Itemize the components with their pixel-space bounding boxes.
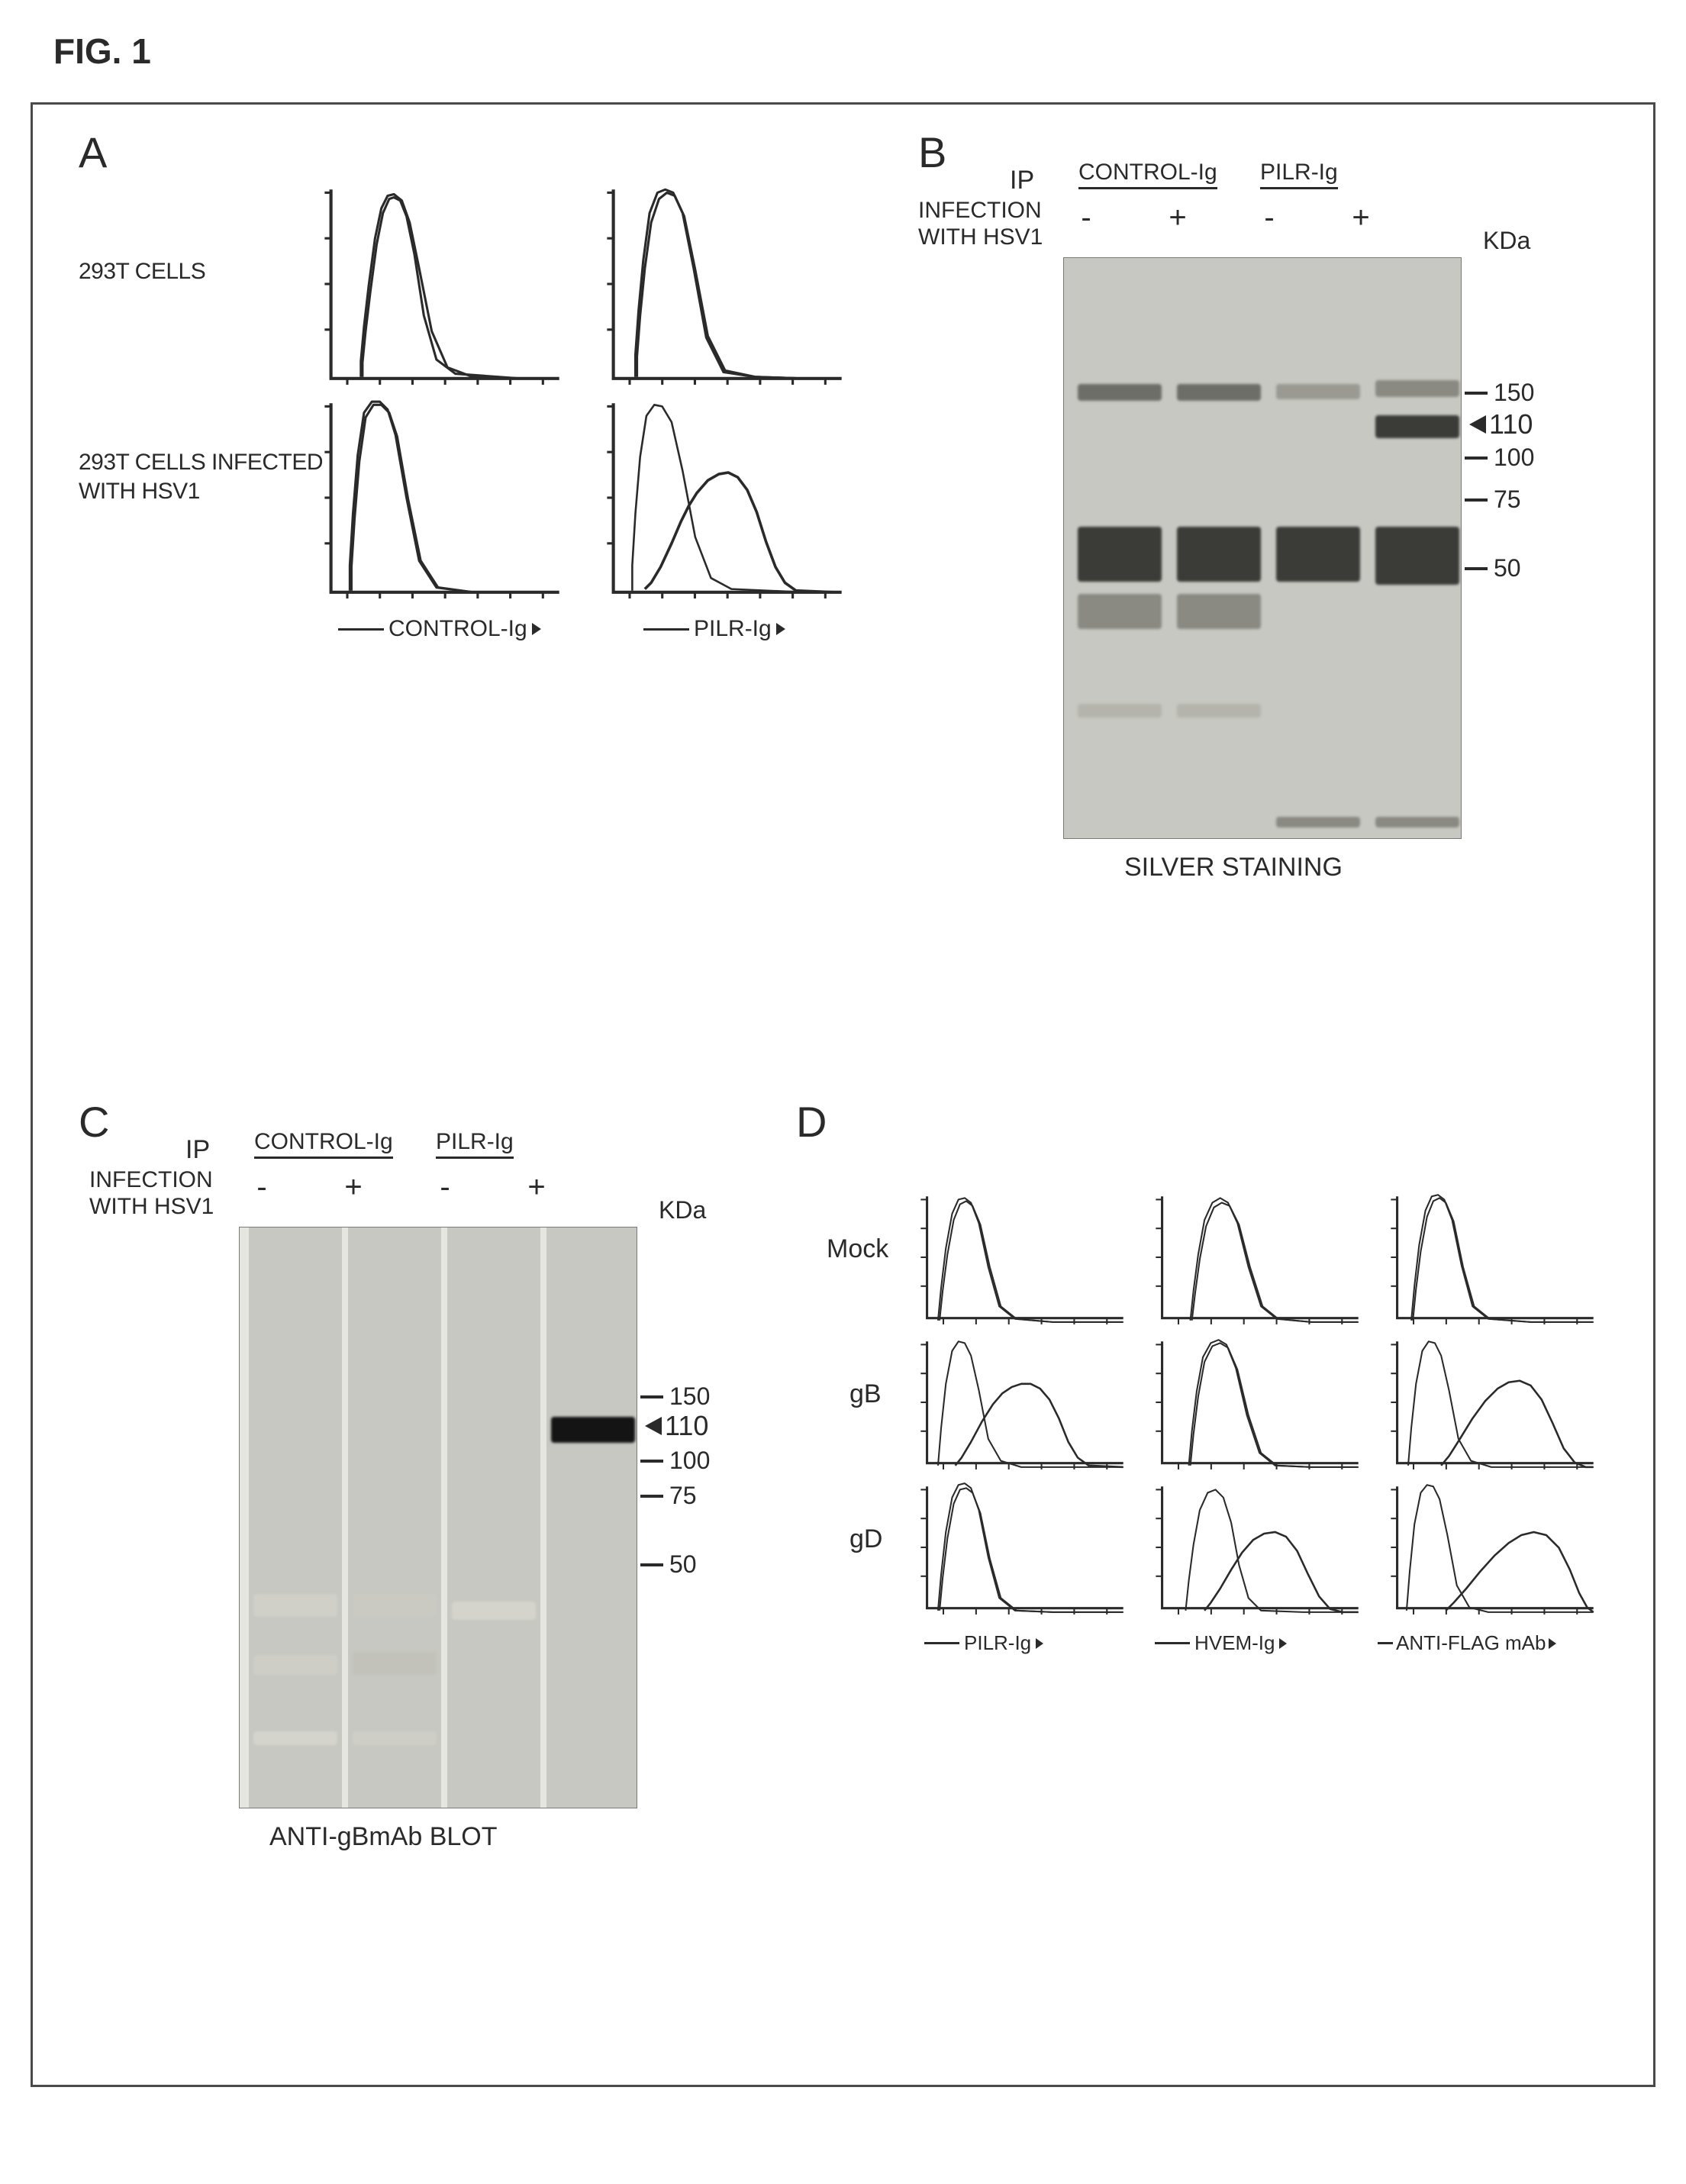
lane-sign: + xyxy=(1346,201,1376,235)
gel-band xyxy=(1177,594,1261,629)
facs-histogram xyxy=(911,1334,1132,1471)
panel-a-axis-control: CONTROL-Ig xyxy=(338,616,541,642)
gel-lane xyxy=(1172,258,1265,838)
panel-b-caption: SILVER STAINING xyxy=(1124,853,1343,882)
gel-band xyxy=(253,1594,337,1617)
kda-mark: 150 xyxy=(1465,379,1534,407)
kda-mark: 100 xyxy=(1465,444,1534,472)
gel-band xyxy=(353,1652,437,1675)
gel-band xyxy=(1375,817,1459,827)
gel-band xyxy=(253,1731,337,1745)
kda-mark: 100 xyxy=(640,1447,710,1475)
gel-band xyxy=(1375,415,1459,438)
panel-c-infection-label: INFECTION WITH HSV1 xyxy=(89,1167,214,1220)
panel-a-row2-label: 293T CELLS INFECTED WITH HSV1 xyxy=(79,448,323,505)
gel-band xyxy=(1375,380,1459,397)
gel-lane xyxy=(1073,258,1166,838)
panel-d-axis-flag: ANTI-FLAG mAb xyxy=(1378,1631,1556,1655)
panel-d-axis-pilr: PILR-Ig xyxy=(924,1631,1043,1655)
gel-band xyxy=(1177,704,1261,718)
panel-c-caption: ANTI-gBmAb BLOT xyxy=(269,1822,498,1852)
facs-histogram xyxy=(911,1189,1132,1326)
panel-c-gel xyxy=(239,1227,637,1808)
panel-b-kda-title: KDa xyxy=(1483,227,1530,255)
lane-sign: + xyxy=(521,1170,552,1205)
gel-band xyxy=(1078,527,1162,582)
lane-sign: - xyxy=(1254,201,1285,235)
figure-frame: A 293T CELLS 293T CELLS INFECTED WITH HS… xyxy=(31,102,1655,2087)
facs-histogram xyxy=(1381,1479,1602,1616)
gel-band xyxy=(353,1731,437,1745)
panel-b-gel xyxy=(1063,257,1462,839)
gel-band xyxy=(1276,527,1360,582)
panel-a-axis-pilr: PILR-Ig xyxy=(643,616,785,642)
panel-a-row1-label: 293T CELLS xyxy=(79,257,205,286)
gel-band xyxy=(1078,384,1162,401)
gel-band xyxy=(1375,527,1459,585)
gel-lane xyxy=(249,1227,342,1808)
panel-c-letter: C xyxy=(79,1097,109,1147)
panel-b-arrow-110: 110 xyxy=(1466,408,1533,440)
gel-band xyxy=(1078,704,1162,718)
gel-lane xyxy=(348,1227,441,1808)
figure-title: FIG. 1 xyxy=(53,31,1655,72)
gel-band xyxy=(1177,384,1261,401)
gel-lane xyxy=(1272,258,1365,838)
facs-histogram xyxy=(598,181,849,387)
gel-band xyxy=(253,1655,337,1675)
kda-mark: 75 xyxy=(640,1482,697,1510)
lane-sign: - xyxy=(247,1170,277,1205)
panel-c-group-pilr: PILR-Ig xyxy=(436,1129,514,1159)
facs-histogram xyxy=(315,395,567,601)
panel-d-axis-hvem: HVEM-Ig xyxy=(1155,1631,1287,1655)
panel-b-group-control: CONTROL-Ig xyxy=(1078,160,1217,189)
facs-histogram xyxy=(1146,1334,1367,1471)
gel-band xyxy=(1276,817,1360,827)
panel-b-group-pilr: PILR-Ig xyxy=(1260,160,1338,189)
panel-c-group-control: CONTROL-Ig xyxy=(254,1129,393,1159)
panel-b-infection-label: INFECTION WITH HSV1 xyxy=(918,198,1043,250)
gel-lane xyxy=(546,1227,637,1808)
gel-band xyxy=(1078,594,1162,629)
facs-histogram xyxy=(1381,1334,1602,1471)
gel-band xyxy=(353,1594,437,1617)
facs-histogram xyxy=(315,181,567,387)
kda-mark: 75 xyxy=(1465,486,1521,514)
gel-band xyxy=(1177,527,1261,582)
panel-d-row-gd: gD xyxy=(849,1524,882,1554)
gel-band xyxy=(452,1602,536,1620)
panel-c-kda-title: KDa xyxy=(659,1196,706,1224)
panel-d-row-gb: gB xyxy=(849,1379,882,1409)
kda-mark: 50 xyxy=(1465,554,1521,582)
facs-histogram xyxy=(1146,1479,1367,1616)
panel-b-letter: B xyxy=(918,127,946,177)
lane-sign: - xyxy=(1071,201,1101,235)
lane-sign: + xyxy=(338,1170,369,1205)
gel-lane xyxy=(1371,258,1462,838)
facs-histogram xyxy=(598,395,849,601)
panel-c-ip-label: IP xyxy=(185,1135,210,1165)
facs-histogram xyxy=(1146,1189,1367,1326)
panel-d-row-mock: Mock xyxy=(827,1234,888,1264)
gel-band xyxy=(551,1417,635,1443)
panel-d-letter: D xyxy=(796,1097,827,1147)
lane-sign: - xyxy=(430,1170,460,1205)
facs-histogram xyxy=(1381,1189,1602,1326)
gel-band xyxy=(1276,384,1360,399)
kda-mark: 150 xyxy=(640,1382,710,1411)
kda-mark: 50 xyxy=(640,1550,697,1579)
lane-sign: + xyxy=(1162,201,1193,235)
gel-lane xyxy=(447,1227,540,1808)
panel-a-letter: A xyxy=(79,127,107,177)
panel-b-ip-label: IP xyxy=(1010,166,1034,195)
facs-histogram xyxy=(911,1479,1132,1616)
panel-c-arrow-110: 110 xyxy=(642,1410,708,1442)
